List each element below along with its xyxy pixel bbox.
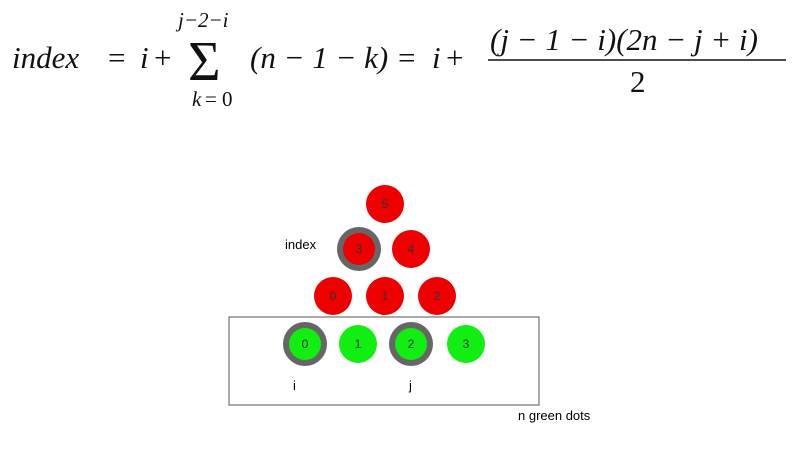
formula-lhs: index	[12, 40, 79, 75]
fraction-numerator: (j − 1 − i)(2n − j + i)	[490, 22, 758, 57]
formula-plus-1: +	[154, 40, 171, 75]
green-dot-2-label: 2	[408, 337, 415, 351]
sum-body: (n − 1 − k)	[250, 40, 388, 75]
formula-eq-2: =	[398, 40, 415, 75]
green-dot-3	[447, 325, 485, 363]
green-dot-1	[339, 325, 377, 363]
formula-i-1: i	[140, 40, 149, 75]
red-dot-4-label: 4	[408, 242, 415, 256]
green-dot-2	[395, 328, 427, 360]
green-dot-3-label: 3	[463, 337, 470, 351]
fraction-denominator: 2	[630, 64, 646, 99]
red-dot-3	[343, 233, 375, 265]
red-dot-2-label: 2	[434, 289, 441, 303]
formula-eq-1: =	[108, 40, 125, 75]
sum-lower-val: 0	[222, 87, 233, 111]
green-dot-0	[289, 328, 321, 360]
formula-i-2: i	[432, 40, 441, 75]
red-dot-4	[392, 230, 430, 268]
red-dot-2	[418, 277, 456, 315]
red-dot-3-label: 3	[356, 242, 363, 256]
sigma-symbol: Σ	[188, 31, 221, 93]
red-dot-1	[366, 277, 404, 315]
green-dots-box	[228, 316, 540, 406]
i-label: i	[293, 378, 296, 393]
green-dot-0-label: 0	[302, 337, 309, 351]
red-dot-0-label: 0	[330, 289, 337, 303]
index-label: index	[285, 237, 317, 252]
j-label: j	[408, 378, 412, 393]
red-dot-0	[314, 277, 352, 315]
red-dot-5	[366, 185, 404, 223]
formula-plus-2: +	[446, 40, 463, 75]
green-dot-1-label: 1	[355, 337, 362, 351]
index-formula: index = i + j−2−i Σ k = 0 (n − 1 − k) = …	[12, 8, 786, 111]
sum-upper-limit: j−2−i	[175, 8, 229, 32]
red-dot-1-label: 1	[382, 289, 389, 303]
box-caption: n green dots	[518, 408, 591, 423]
red-dot-5-label: 5	[382, 197, 389, 211]
sum-lower-eq: =	[205, 87, 217, 111]
sum-lower-var: k	[192, 87, 202, 111]
